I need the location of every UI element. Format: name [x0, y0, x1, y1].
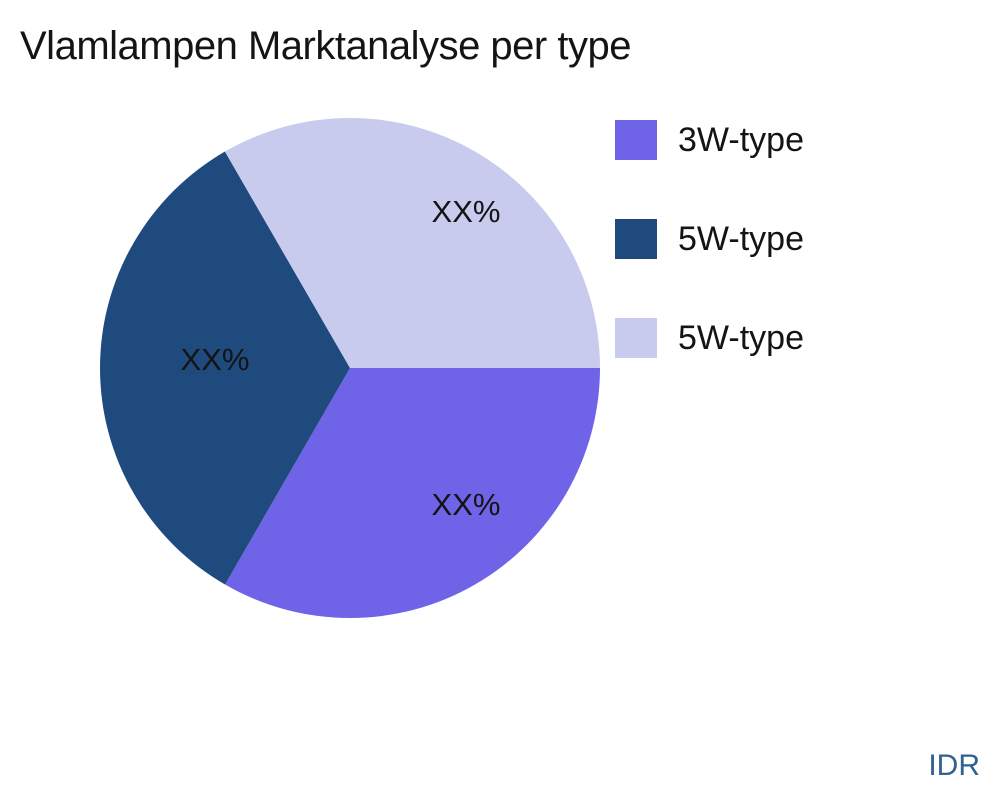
chart-title: Vlamlampen Marktanalyse per type [20, 24, 631, 68]
pie-slice-5w-type [224, 118, 600, 369]
pie-slice-5w-type [100, 151, 351, 585]
pie-slice-label: XX% [431, 194, 501, 229]
legend-item-3w-type: 3W-type [615, 120, 804, 160]
legend-item-5w-type: 5W-type [615, 318, 804, 358]
legend-swatch-icon [615, 318, 657, 358]
legend-item-5w-type: 5W-type [615, 219, 804, 259]
legend-label: 5W-type [678, 219, 804, 258]
pie-slice-label: XX% [431, 487, 501, 522]
currency-watermark: IDR [928, 749, 980, 782]
legend-swatch-icon [615, 120, 657, 160]
legend-label: 5W-type [678, 318, 804, 357]
chart-legend: 3W-type 5W-type 5W-type [615, 120, 804, 417]
pie-slice-3w-type [225, 368, 601, 618]
legend-swatch-icon [615, 219, 657, 259]
legend-label: 3W-type [678, 120, 804, 159]
pie-slice-label: XX% [180, 342, 250, 377]
